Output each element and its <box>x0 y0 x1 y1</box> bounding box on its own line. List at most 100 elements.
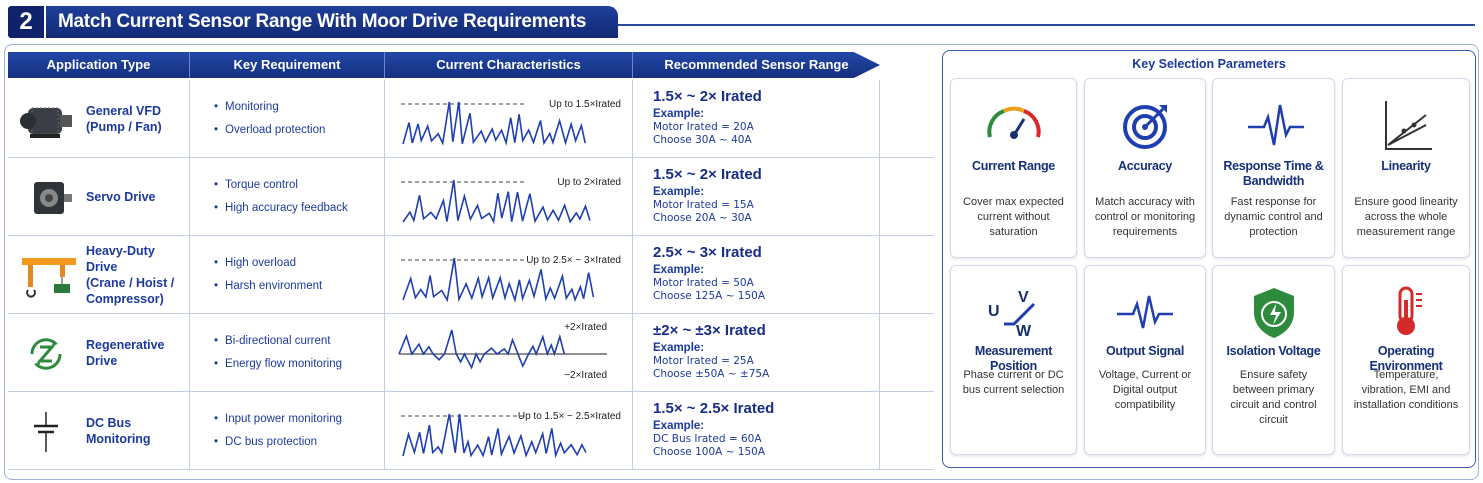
parameter-card: U V W Measurement Position Phase current or … <box>950 265 1077 455</box>
column-header: Current Characteristics <box>385 52 633 78</box>
example-line: Choose ±50A ~ ±75A <box>653 368 770 380</box>
parameter-icon <box>1397 286 1422 335</box>
waveform-trace <box>402 257 595 303</box>
example-label: Example: <box>653 420 705 432</box>
requirement: Bi-directional current <box>214 330 342 353</box>
waveform: Up to 2×Irated <box>401 177 621 225</box>
parameter-icon <box>1253 288 1294 338</box>
application-line: Regenerative Drive <box>86 337 165 368</box>
parameter-icon <box>986 106 1041 139</box>
range-cell: 1.5× ~ 2.5× Irated Example: DC Bus Irated … <box>633 392 880 469</box>
application-name: Heavy-Duty Drive (Crane / Hoist / Compress… <box>86 243 183 307</box>
phase-label: W <box>1016 323 1032 340</box>
parameter-card: Current Range Cover max expected current … <box>950 78 1077 258</box>
application-icon <box>20 107 72 138</box>
card-description: Ensure safety between primary circuit an… <box>1230 369 1317 426</box>
card-title: Measurement Position <box>974 344 1053 373</box>
application-icon <box>22 257 76 298</box>
card-description: Temperature, vibration, EMI and installa… <box>1353 369 1459 411</box>
parameter-card: Operating Environment Temperature, vibrat… <box>1342 265 1470 455</box>
requirement-list: Bi-directional currentEnergy flow monito… <box>214 330 342 376</box>
application-line: Servo Drive <box>86 189 156 204</box>
application-cell: Servo Drive <box>8 158 190 235</box>
requirement: High accuracy feedback <box>214 197 348 220</box>
table-body: General VFD(Pump / Fan) MonitoringOverloa… <box>8 80 934 470</box>
column-header: Application Type <box>8 52 190 78</box>
waveform-cell: Up to 1.5×Irated <box>385 80 633 157</box>
waveform-cell: Up to 2×Irated <box>385 158 633 235</box>
card-title: Linearity <box>1381 159 1431 173</box>
range-block: 1.5× ~ 2× Irated Example: Motor Irated = 2… <box>653 89 762 147</box>
waveform-trace <box>402 413 587 459</box>
application-cell: DC Bus Monitoring <box>8 392 190 469</box>
parameter-icon <box>1247 104 1304 146</box>
example-line: Choose 30A ~ 40A <box>653 134 752 146</box>
range-cell: 1.5× ~ 2× Irated Example: Motor Irated = 2… <box>633 80 880 157</box>
recommended-range: 1.5× ~ 2× Irated <box>653 166 762 183</box>
parameter-card: Output Signal Voltage, Current or Digital… <box>1084 265 1206 455</box>
example-label: Example: <box>653 342 705 354</box>
card-title: Accuracy <box>1118 159 1172 173</box>
card-description: Cover max expected current without satur… <box>963 196 1064 238</box>
card-description: Voltage, Current or Digital output compa… <box>1098 369 1192 411</box>
example-line: Choose 100A ~ 150A <box>653 446 766 458</box>
waveform-trace <box>402 101 586 146</box>
requirement: Energy flow monitoring <box>214 353 342 376</box>
example-line: Motor Irated = 25A <box>653 355 754 367</box>
phase-label: U <box>988 303 1000 320</box>
example-line: Choose 20A ~ 30A <box>653 212 752 224</box>
column-header: Key Requirement <box>190 52 385 78</box>
range-block: ±2× ~ ±3× Irated Example: Motor Irated = 2… <box>653 322 770 381</box>
application-name: General VFD (Pump / Fan) <box>86 103 183 135</box>
range-cell: 2.5× ~ 3× Irated Example: Motor Irated = 5… <box>633 236 880 313</box>
requirement: Harsh environment <box>214 275 322 298</box>
waveform-trace <box>398 329 566 370</box>
application-cell: Heavy-Duty Drive (Crane / Hoist / Compress… <box>8 236 190 313</box>
recommended-range: 1.5× ~ 2.5× Irated <box>653 400 775 417</box>
card-title: Response Time & Bandwidth <box>1223 159 1324 188</box>
panel-title: Key Selection Parameters <box>1132 57 1286 71</box>
requirement: Monitoring <box>214 96 325 119</box>
application-name: Servo Drive <box>86 189 183 205</box>
waveform-cell: Up to 1.5× ~ 2.5×Irated <box>385 392 633 469</box>
column-header: Recommended Sensor Range <box>664 57 849 72</box>
requirement-list: Torque controlHigh accuracy feedback <box>214 174 348 220</box>
wave-label: Up to 2×Irated <box>557 177 621 188</box>
wave-label: Up to 2.5× ~ 3×Irated <box>526 255 621 266</box>
card-title: Operating Environment <box>1369 344 1443 373</box>
example-line: Motor Irated = 50A <box>653 277 754 289</box>
application-line: Heavy-Duty Drive <box>86 243 155 274</box>
parameter-card: Linearity Ensure good linearity across th… <box>1342 78 1470 258</box>
range-cell: ±2× ~ ±3× Irated Example: Motor Irated = 2… <box>633 314 880 391</box>
requirement-list: High overloadHarsh environment <box>214 252 322 298</box>
example-label: Example: <box>653 186 705 198</box>
parameter-card: Isolation Voltage Ensure safety between p… <box>1212 265 1335 455</box>
wave-label: −2×Irated <box>564 370 607 381</box>
parameter-icon <box>1123 105 1167 149</box>
wave-label: Up to 1.5× ~ 2.5×Irated <box>518 411 621 422</box>
waveform-cell: +2×Irated −2×Irated <box>385 314 633 391</box>
recommended-range: 2.5× ~ 3× Irated <box>653 244 762 261</box>
recommended-range: ±2× ~ ±3× Irated <box>653 322 766 339</box>
requirement: DC bus protection <box>214 431 342 454</box>
requirement: Overload protection <box>214 119 325 142</box>
wave-label: Up to 1.5×Irated <box>549 99 621 110</box>
range-block: 1.5× ~ 2.5× Irated Example: DC Bus Irated … <box>653 400 775 459</box>
application-line: Compressor) <box>86 291 164 306</box>
range-cell: 1.5× ~ 2× Irated Example: Motor Irated = 1… <box>633 158 880 235</box>
parameters-panel <box>942 50 1476 468</box>
range-block: 1.5× ~ 2× Irated Example: Motor Irated = 1… <box>653 166 762 225</box>
card-description: Match accuracy with control or monitorin… <box>1094 196 1196 238</box>
application-name: Regenerative Drive <box>86 337 183 369</box>
application-line: (Pump / Fan) <box>86 119 162 134</box>
example-line: Motor Irated = 15A <box>653 199 754 211</box>
requirement-list: Input power monitoringDC bus protection <box>214 408 342 454</box>
waveform-cell: Up to 2.5× ~ 3×Irated <box>385 236 633 313</box>
requirement-cell: MonitoringOverload protection <box>190 80 385 157</box>
waveform-trace <box>402 179 591 225</box>
card-title: Current Range <box>972 159 1055 173</box>
application-line: (Crane / Hoist / <box>86 275 175 290</box>
wave-label: +2×Irated <box>564 322 607 333</box>
card-description: Fast response for dynamic control and pr… <box>1224 196 1323 238</box>
